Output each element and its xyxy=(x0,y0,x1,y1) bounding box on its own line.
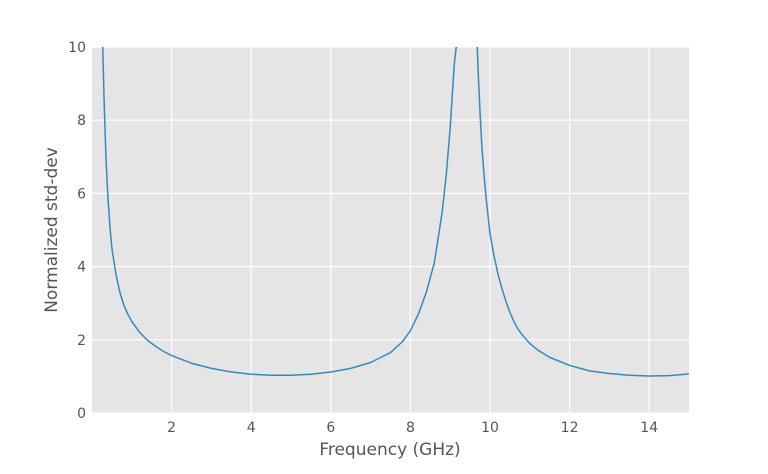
x-axis-ticks: 2 4 6 8 10 12 14 xyxy=(167,420,658,436)
x-tick-label: 10 xyxy=(481,420,499,436)
y-tick-label: 10 xyxy=(68,40,86,56)
x-tick-label: 14 xyxy=(640,420,658,436)
y-axis-label: Normalized std-dev xyxy=(42,147,62,313)
x-tick-label: 2 xyxy=(167,420,176,436)
x-tick-label: 4 xyxy=(247,420,256,436)
x-tick-label: 8 xyxy=(406,420,415,436)
y-tick-label: 4 xyxy=(77,260,86,276)
y-tick-label: 2 xyxy=(77,333,86,349)
y-axis-ticks: 0 2 4 6 8 10 xyxy=(68,40,86,422)
y-tick-label: 6 xyxy=(77,186,86,202)
y-tick-label: 0 xyxy=(77,406,86,422)
x-tick-label: 6 xyxy=(326,420,335,436)
series-layer xyxy=(102,47,689,377)
x-axis-label: Frequency (GHz) xyxy=(319,440,460,460)
y-tick-label: 8 xyxy=(77,113,86,129)
x-tick-label: 12 xyxy=(561,420,579,436)
plot-area xyxy=(92,47,689,413)
series-line xyxy=(102,47,458,377)
series-line xyxy=(476,47,689,377)
